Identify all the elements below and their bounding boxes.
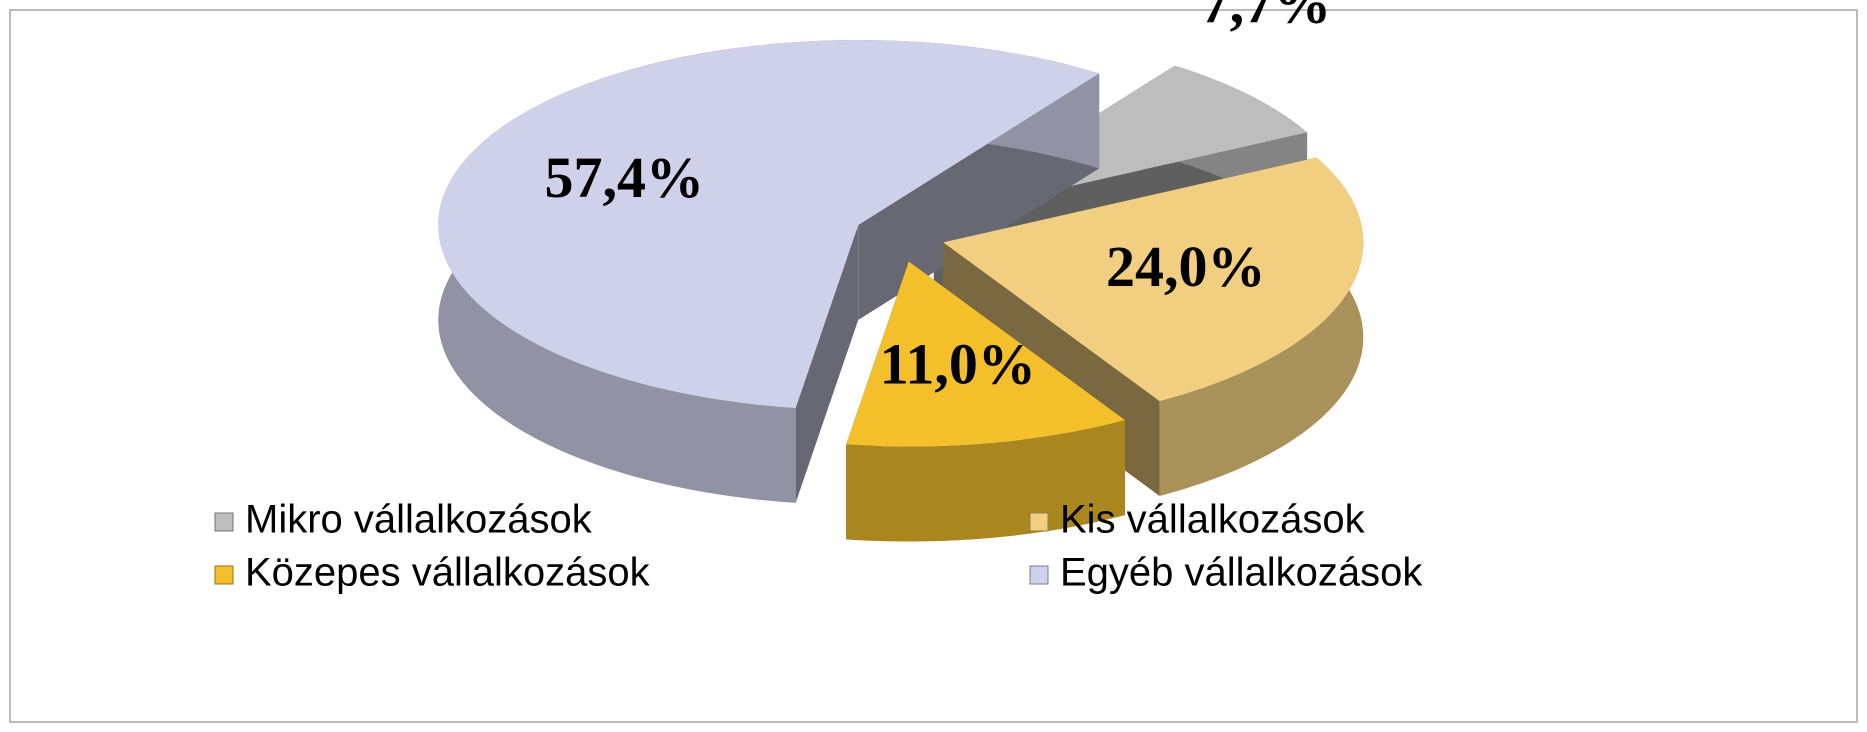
data-label: 57,4%	[544, 145, 704, 210]
legend-label: Kis vállalkozások	[1060, 498, 1366, 542]
data-label: 24,0%	[1106, 234, 1266, 299]
slice	[846, 261, 1126, 542]
legend-swatch	[214, 512, 234, 532]
slice-top	[846, 261, 1126, 447]
slice-side	[795, 224, 859, 503]
legend-label: Egyéb vállalkozások	[1060, 551, 1423, 595]
legend-swatch	[1029, 565, 1049, 585]
legend-swatch	[1029, 512, 1049, 532]
slice-rim	[846, 420, 1126, 542]
slice	[438, 39, 1100, 503]
legend-label: Közepes vállalkozások	[245, 551, 651, 595]
data-label: 11,0%	[880, 332, 1036, 397]
data-label: 7,7%	[1201, 0, 1332, 36]
legend-label: Mikro vállalkozások	[245, 498, 593, 542]
slice-top	[943, 157, 1364, 401]
slice-top	[438, 39, 1100, 408]
slice-rim	[1159, 157, 1364, 496]
legend-swatch	[214, 565, 234, 585]
